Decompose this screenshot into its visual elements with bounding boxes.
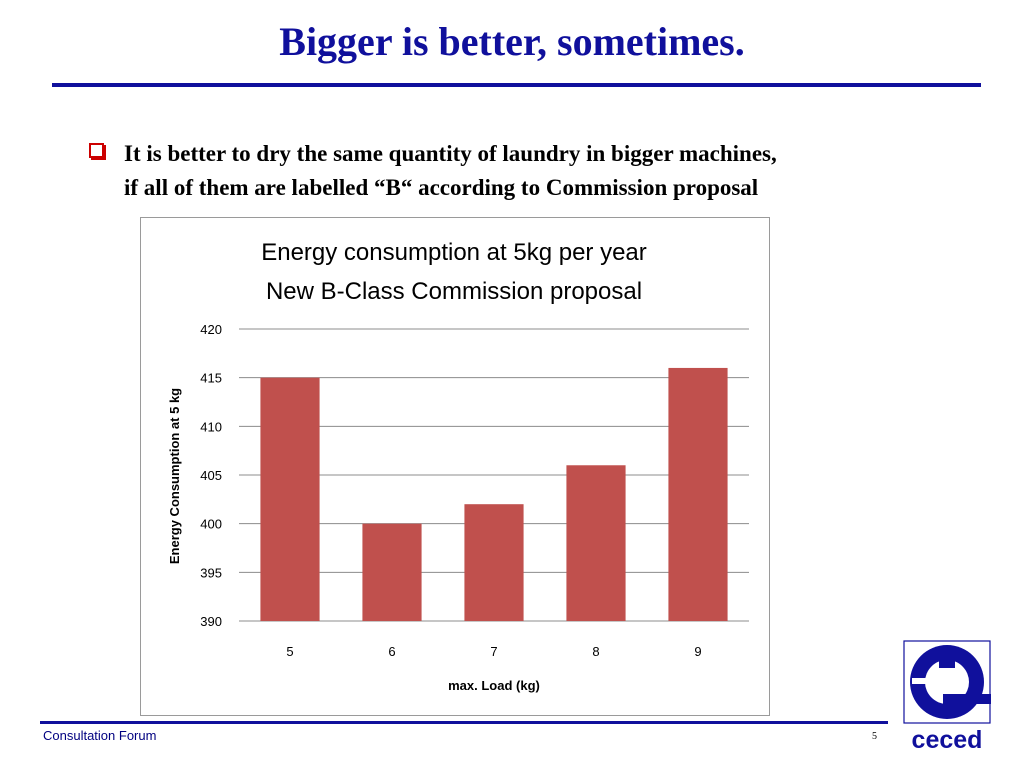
logo-text: ceced	[912, 726, 983, 752]
chart-title: Energy consumption at 5kg per year New B…	[261, 239, 647, 305]
y-tick-label: 390	[200, 614, 222, 629]
x-tick-label: 9	[694, 644, 701, 659]
y-tick-label: 410	[200, 419, 222, 434]
footer-label: Consultation Forum	[43, 728, 157, 743]
bar-9	[668, 367, 728, 621]
bullet-square-icon	[89, 143, 104, 158]
chart-title-line-2: New B-Class Commission proposal	[266, 278, 642, 305]
y-tick-label: 395	[200, 565, 222, 580]
x-tick-label: 8	[592, 644, 599, 659]
chart-frame: Energy consumption at 5kg per year New B…	[140, 217, 770, 716]
bullet-line-2: if all of them are labelled “B“ accordin…	[124, 175, 759, 200]
y-tick-label: 400	[200, 517, 222, 532]
y-axis-label: Energy Consumption at 5 kg	[167, 388, 182, 564]
bar-6	[362, 523, 422, 621]
page-number: 5	[872, 731, 877, 742]
chart-title-line-1: Energy consumption at 5kg per year	[261, 239, 647, 266]
slide-title: Bigger is better, sometimes.	[279, 19, 745, 64]
y-tick-label: 415	[200, 371, 222, 386]
x-axis-label: max. Load (kg)	[448, 678, 540, 693]
bars	[260, 367, 728, 621]
y-tick-label: 420	[200, 322, 222, 337]
bar-8	[566, 465, 626, 621]
y-tick-label: 405	[200, 468, 222, 483]
bar-7	[464, 504, 524, 621]
title-underline	[52, 83, 981, 87]
bar-chart: Energy consumption at 5kg per year New B…	[167, 239, 749, 693]
footer-rule	[40, 721, 888, 724]
x-tick-label: 6	[388, 644, 395, 659]
bullet-line-1: It is better to dry the same quantity of…	[124, 141, 777, 166]
x-tick-label: 5	[286, 644, 293, 659]
x-tick-labels: 5 6 7 8 9	[286, 644, 701, 659]
y-tick-labels: 390 395 400 405 410 415 420	[200, 322, 222, 629]
ceced-logo: ceced	[903, 640, 991, 752]
bar-5	[260, 377, 320, 621]
bullet-text: It is better to dry the same quantity of…	[124, 137, 984, 205]
x-tick-label: 7	[490, 644, 497, 659]
